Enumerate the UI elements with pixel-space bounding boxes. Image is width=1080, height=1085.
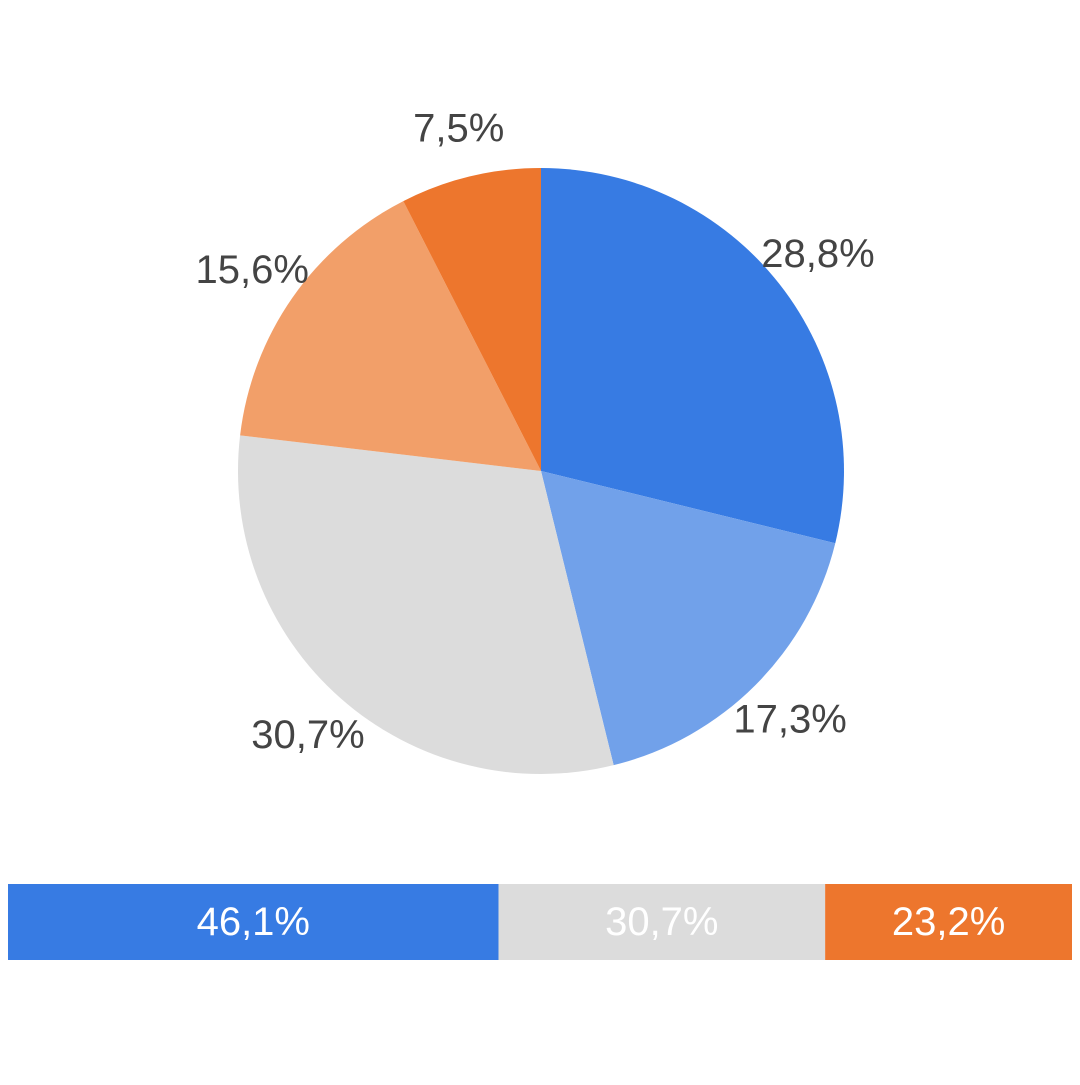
bar-segment-label-2: 30,7% bbox=[605, 900, 718, 944]
pie-slice-label-5: 7,5% bbox=[413, 107, 504, 151]
bar-segment-1 bbox=[8, 884, 499, 960]
pie-slice-label-3: 30,7% bbox=[251, 713, 364, 757]
stacked-bar-chart: 46,1% 30,7% 23,2% bbox=[8, 884, 1072, 960]
pie-slice-label-1: 28,8% bbox=[761, 232, 874, 276]
bar-segment-label-1: 46,1% bbox=[197, 900, 310, 944]
pie-slice-1 bbox=[541, 168, 844, 544]
pie-slice-4 bbox=[240, 201, 541, 471]
pie-slice-label-2: 17,3% bbox=[733, 698, 846, 742]
pie-slice-2 bbox=[541, 471, 836, 766]
bar-segment-label-3: 23,2% bbox=[892, 900, 1005, 944]
pie-labels: 28,8% 17,3% 30,7% 15,6% 7,5% bbox=[195, 107, 874, 757]
bar-segment-2 bbox=[498, 884, 826, 960]
pie-chart bbox=[237, 168, 844, 774]
pie-slice-3 bbox=[237, 435, 614, 774]
pie-slice-label-4: 15,6% bbox=[195, 248, 308, 292]
bar-segment-3 bbox=[825, 884, 1072, 960]
pie-slice-5 bbox=[403, 168, 541, 471]
